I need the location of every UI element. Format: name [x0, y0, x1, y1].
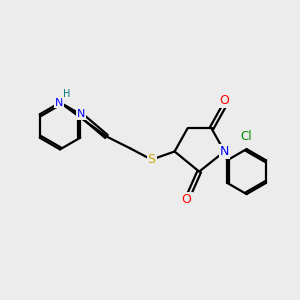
Text: N: N [77, 109, 85, 119]
Text: Cl: Cl [241, 130, 252, 143]
Text: O: O [182, 193, 191, 206]
Text: H: H [63, 89, 70, 99]
Text: S: S [148, 153, 155, 166]
Text: N: N [55, 98, 64, 108]
Text: N: N [220, 145, 229, 158]
Text: O: O [220, 94, 229, 107]
